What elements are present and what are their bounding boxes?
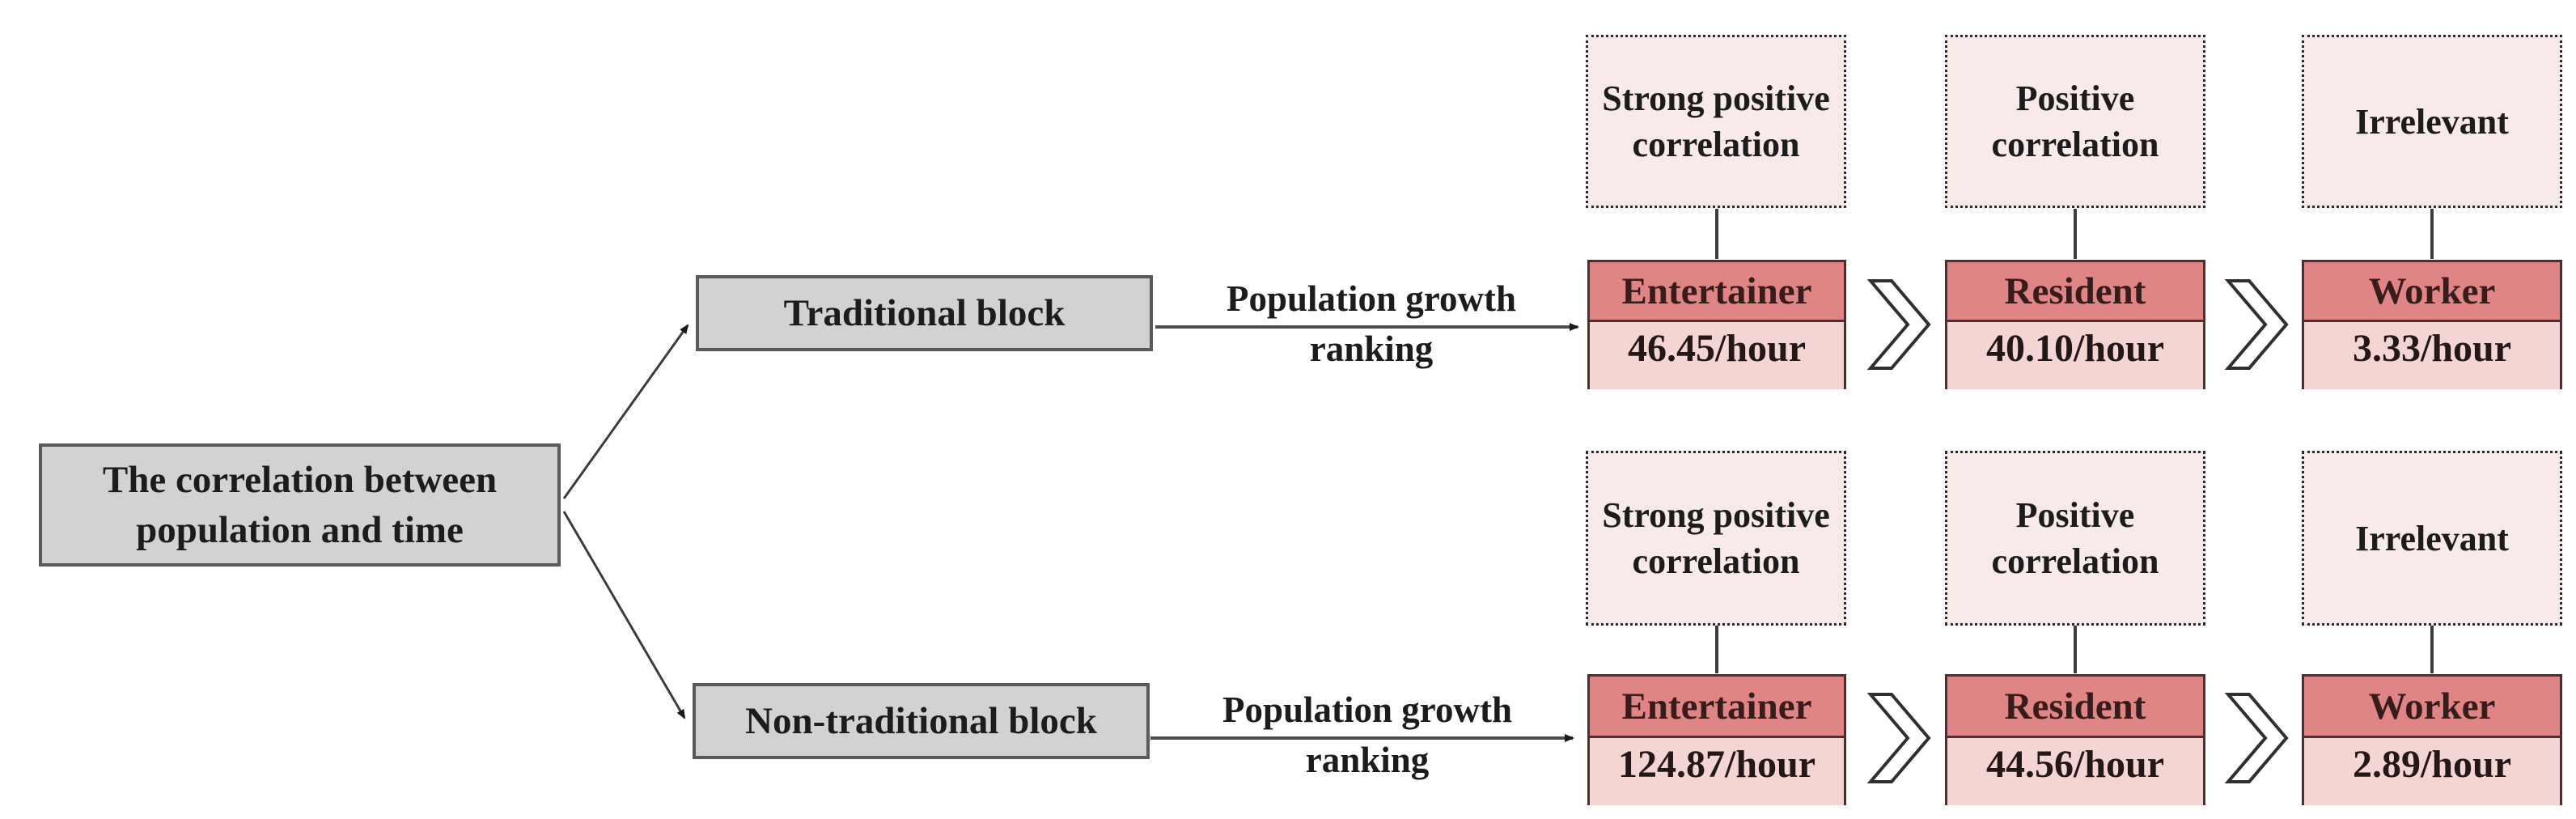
correlation-label: Irrelevant: [2355, 101, 2509, 142]
rank-role: Worker: [2304, 262, 2560, 322]
rank-chevron-icon: [1866, 693, 1931, 783]
correlation-box-entertainer-traditional: Strong positive correlation: [1586, 35, 1846, 208]
edge-label-line2: ranking: [1309, 329, 1434, 369]
rank-role: Resident: [1947, 262, 2203, 322]
edge-label-non-traditional: Population growth ranking: [1157, 685, 1578, 785]
edge-label-line2: ranking: [1305, 740, 1430, 780]
rank-role: Entertainer: [1590, 677, 1844, 738]
rank-box-resident-traditional: Resident 40.10/hour: [1945, 260, 2205, 389]
rank-box-resident-non-traditional: Resident 44.56/hour: [1945, 674, 2205, 805]
rank-chevron-icon: [2224, 279, 2289, 370]
edge-label-traditional: Population growth ranking: [1161, 274, 1582, 374]
correlation-label: Strong positive correlation: [1602, 79, 1830, 164]
rank-box-worker-traditional: Worker 3.33/hour: [2302, 260, 2562, 389]
branch-node-non-traditional: Non-traditional block: [693, 683, 1150, 759]
rank-rate: 124.87/hour: [1590, 738, 1844, 805]
correlation-box-worker-non-traditional: Irrelevant: [2302, 451, 2562, 626]
arrow-root-to-traditional: [562, 324, 689, 499]
correlation-box-entertainer-non-traditional: Strong positive correlation: [1586, 451, 1846, 626]
root-node: The correlation between population and t…: [39, 443, 561, 567]
correlation-box-resident-non-traditional: Positive correlation: [1945, 451, 2205, 626]
rank-box-entertainer-non-traditional: Entertainer 124.87/hour: [1587, 674, 1846, 805]
branch-label: Traditional block: [783, 292, 1066, 334]
rank-chevron-icon: [2224, 693, 2289, 783]
rank-rate: 3.33/hour: [2304, 322, 2560, 389]
correlation-label: Positive correlation: [1991, 79, 2159, 164]
rank-role: Entertainer: [1590, 262, 1844, 322]
edge-label-line1: Population growth: [1222, 690, 1512, 730]
correlation-box-resident-traditional: Positive correlation: [1945, 35, 2205, 208]
branch-node-traditional: Traditional block: [696, 275, 1153, 351]
rank-rate: 46.45/hour: [1590, 322, 1844, 389]
branch-label: Non-traditional block: [745, 700, 1097, 742]
rank-rate: 40.10/hour: [1947, 322, 2203, 389]
rank-role: Worker: [2304, 677, 2560, 738]
rank-box-worker-non-traditional: Worker 2.89/hour: [2302, 674, 2562, 805]
rank-rate: 44.56/hour: [1947, 738, 2203, 805]
correlation-label: Strong positive correlation: [1602, 495, 1830, 581]
rank-chevron-icon: [1866, 279, 1931, 370]
edge-label-line1: Population growth: [1227, 278, 1516, 319]
correlation-box-worker-traditional: Irrelevant: [2302, 35, 2562, 208]
root-node-label: The correlation between population and t…: [102, 459, 498, 551]
rank-box-entertainer-traditional: Entertainer 46.45/hour: [1587, 260, 1846, 389]
correlation-label: Irrelevant: [2355, 518, 2509, 558]
correlation-label: Positive correlation: [1991, 495, 2159, 581]
rank-rate: 2.89/hour: [2304, 738, 2560, 805]
rank-role: Resident: [1947, 677, 2203, 738]
arrow-root-to-non-traditional: [562, 511, 686, 719]
